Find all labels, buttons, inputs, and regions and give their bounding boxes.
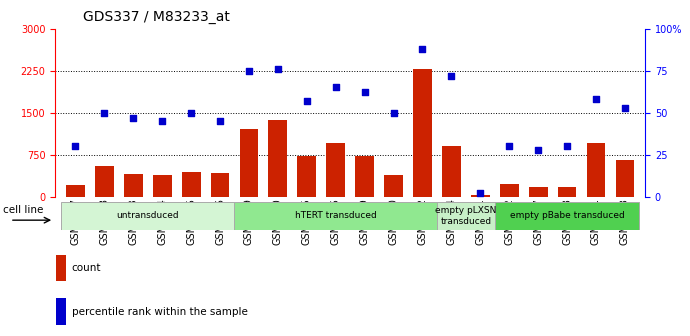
Bar	[471, 195, 490, 197]
Point	[302, 98, 313, 103]
Text: empty pBabe transduced: empty pBabe transduced	[510, 211, 624, 220]
Text: GDS337 / M83233_at: GDS337 / M83233_at	[83, 10, 230, 24]
Bar	[210, 173, 230, 197]
Bar	[384, 175, 403, 197]
Bar	[181, 172, 201, 197]
FancyBboxPatch shape	[437, 202, 495, 229]
Bar	[268, 120, 287, 197]
Point	[215, 118, 226, 124]
Point	[359, 90, 370, 95]
FancyBboxPatch shape	[235, 202, 437, 229]
Bar	[615, 160, 634, 197]
Bar	[529, 187, 548, 197]
Point	[591, 96, 602, 102]
Point	[620, 105, 631, 110]
Bar	[152, 175, 172, 197]
Bar	[586, 143, 605, 197]
Bar	[558, 187, 576, 197]
Point	[70, 143, 81, 149]
Text: count: count	[72, 263, 101, 273]
Point	[99, 110, 110, 115]
Point	[504, 143, 515, 149]
Bar	[500, 184, 519, 197]
Bar	[413, 69, 432, 197]
Bar	[66, 185, 85, 197]
Point	[446, 73, 457, 78]
Point	[244, 68, 255, 73]
Point	[533, 147, 544, 152]
Bar	[57, 298, 66, 325]
Bar	[57, 255, 66, 282]
FancyBboxPatch shape	[495, 202, 640, 229]
Point	[331, 85, 342, 90]
Point	[273, 66, 284, 72]
Point	[475, 191, 486, 196]
Bar	[95, 166, 114, 197]
Point	[388, 110, 399, 115]
Bar	[442, 146, 461, 197]
Point	[417, 46, 428, 51]
Text: percentile rank within the sample: percentile rank within the sample	[72, 306, 248, 317]
Text: hTERT transduced: hTERT transduced	[295, 211, 377, 220]
Text: empty pLXSN
transduced: empty pLXSN transduced	[435, 206, 497, 225]
Bar	[326, 143, 345, 197]
Point	[157, 118, 168, 124]
Point	[562, 143, 573, 149]
Bar	[297, 156, 316, 197]
FancyBboxPatch shape	[61, 202, 235, 229]
Text: cell line: cell line	[3, 205, 43, 215]
Point	[186, 110, 197, 115]
Bar	[239, 129, 258, 197]
Text: untransduced: untransduced	[117, 211, 179, 220]
Bar	[124, 174, 143, 197]
Bar	[355, 156, 374, 197]
Point	[128, 115, 139, 120]
